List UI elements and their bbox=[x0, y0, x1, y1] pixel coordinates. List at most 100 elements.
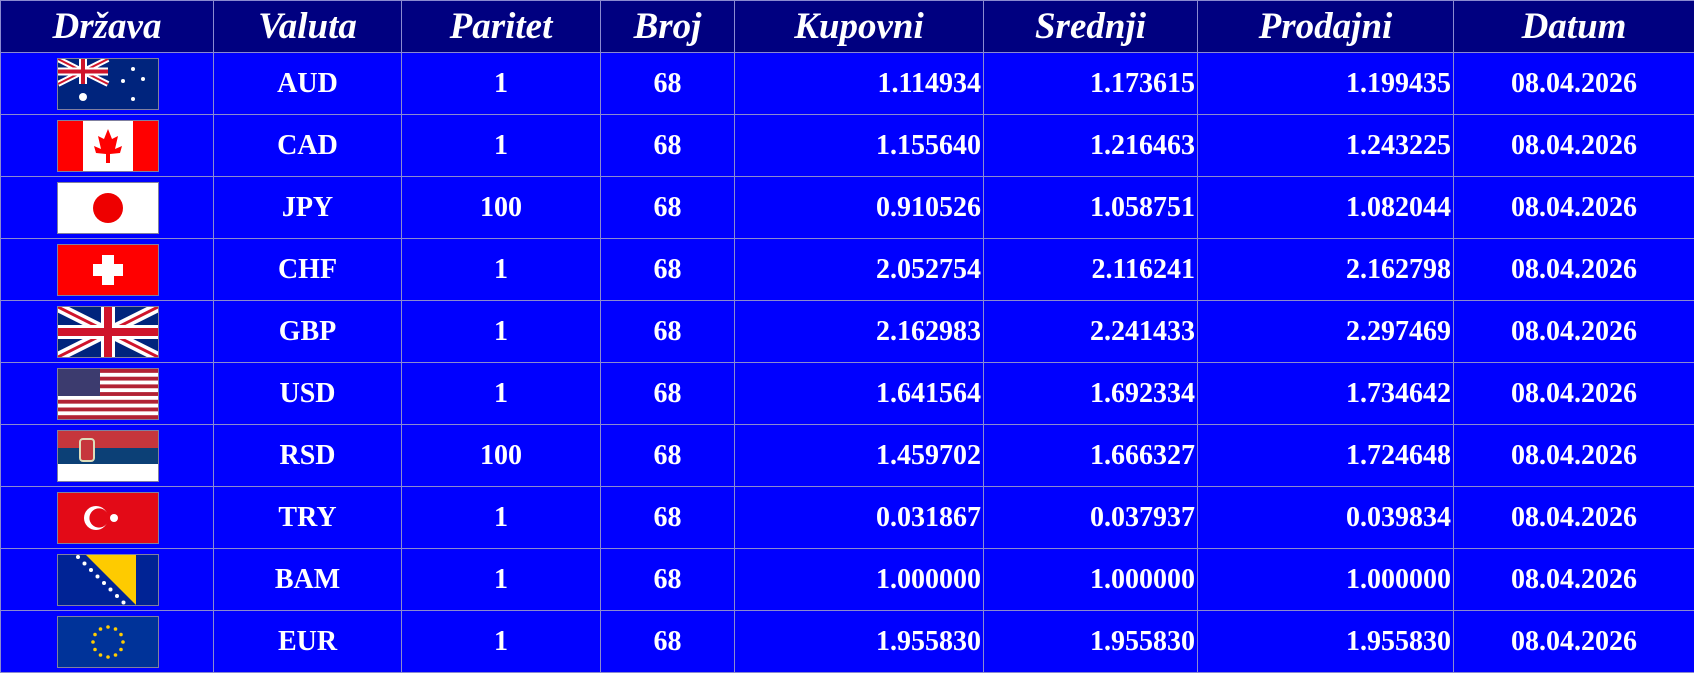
flag-cell bbox=[1, 177, 214, 239]
broj-cell: 68 bbox=[601, 115, 735, 177]
prodajni-cell: 0.039834 bbox=[1198, 487, 1454, 549]
switzerland-flag-icon bbox=[57, 244, 159, 296]
kupovni-cell: 0.910526 bbox=[735, 177, 984, 239]
kupovni-cell: 2.162983 bbox=[735, 301, 984, 363]
flag-cell bbox=[1, 53, 214, 115]
datum-cell: 08.04.2026 bbox=[1454, 53, 1694, 115]
paritet-cell: 1 bbox=[402, 239, 601, 301]
prodajni-cell: 1.082044 bbox=[1198, 177, 1454, 239]
column-header: Paritet bbox=[402, 1, 601, 53]
paritet-cell: 1 bbox=[402, 301, 601, 363]
paritet-cell: 1 bbox=[402, 487, 601, 549]
flag-cell bbox=[1, 611, 214, 673]
valuta-cell: JPY bbox=[214, 177, 402, 239]
column-header: Prodajni bbox=[1198, 1, 1454, 53]
valuta-cell: BAM bbox=[214, 549, 402, 611]
paritet-cell: 1 bbox=[402, 611, 601, 673]
australia-flag-icon bbox=[57, 58, 159, 110]
srednji-cell: 2.241433 bbox=[984, 301, 1198, 363]
prodajni-cell: 1.000000 bbox=[1198, 549, 1454, 611]
column-header: Broj bbox=[601, 1, 735, 53]
valuta-cell: GBP bbox=[214, 301, 402, 363]
srednji-cell: 1.058751 bbox=[984, 177, 1198, 239]
column-header: Država bbox=[1, 1, 214, 53]
broj-cell: 68 bbox=[601, 487, 735, 549]
kupovni-cell: 2.052754 bbox=[735, 239, 984, 301]
turkey-flag-icon bbox=[57, 492, 159, 544]
datum-cell: 08.04.2026 bbox=[1454, 549, 1694, 611]
column-header: Srednji bbox=[984, 1, 1198, 53]
broj-cell: 68 bbox=[601, 239, 735, 301]
broj-cell: 68 bbox=[601, 53, 735, 115]
datum-cell: 08.04.2026 bbox=[1454, 363, 1694, 425]
broj-cell: 68 bbox=[601, 363, 735, 425]
prodajni-cell: 1.199435 bbox=[1198, 53, 1454, 115]
kupovni-cell: 1.000000 bbox=[735, 549, 984, 611]
srednji-cell: 1.666327 bbox=[984, 425, 1198, 487]
valuta-cell: TRY bbox=[214, 487, 402, 549]
paritet-cell: 1 bbox=[402, 363, 601, 425]
valuta-cell: AUD bbox=[214, 53, 402, 115]
srednji-cell: 1.216463 bbox=[984, 115, 1198, 177]
flag-cell bbox=[1, 239, 214, 301]
column-header: Datum bbox=[1454, 1, 1694, 53]
datum-cell: 08.04.2026 bbox=[1454, 301, 1694, 363]
datum-cell: 08.04.2026 bbox=[1454, 239, 1694, 301]
flag-cell bbox=[1, 115, 214, 177]
datum-cell: 08.04.2026 bbox=[1454, 611, 1694, 673]
datum-cell: 08.04.2026 bbox=[1454, 487, 1694, 549]
paritet-cell: 100 bbox=[402, 177, 601, 239]
srednji-cell: 1.692334 bbox=[984, 363, 1198, 425]
srednji-cell: 1.955830 bbox=[984, 611, 1198, 673]
datum-cell: 08.04.2026 bbox=[1454, 425, 1694, 487]
valuta-cell: CAD bbox=[214, 115, 402, 177]
prodajni-cell: 2.162798 bbox=[1198, 239, 1454, 301]
kupovni-cell: 1.459702 bbox=[735, 425, 984, 487]
valuta-cell: RSD bbox=[214, 425, 402, 487]
bosnia-flag-icon bbox=[57, 554, 159, 606]
paritet-cell: 1 bbox=[402, 53, 601, 115]
datum-cell: 08.04.2026 bbox=[1454, 115, 1694, 177]
prodajni-cell: 1.955830 bbox=[1198, 611, 1454, 673]
uk-flag-icon bbox=[57, 306, 159, 358]
srednji-cell: 2.116241 bbox=[984, 239, 1198, 301]
canada-flag-icon bbox=[57, 120, 159, 172]
column-header: Valuta bbox=[214, 1, 402, 53]
valuta-cell: USD bbox=[214, 363, 402, 425]
paritet-cell: 100 bbox=[402, 425, 601, 487]
paritet-cell: 1 bbox=[402, 115, 601, 177]
kupovni-cell: 1.155640 bbox=[735, 115, 984, 177]
datum-cell: 08.04.2026 bbox=[1454, 177, 1694, 239]
prodajni-cell: 1.243225 bbox=[1198, 115, 1454, 177]
broj-cell: 68 bbox=[601, 301, 735, 363]
broj-cell: 68 bbox=[601, 177, 735, 239]
flag-cell bbox=[1, 549, 214, 611]
broj-cell: 68 bbox=[601, 425, 735, 487]
kupovni-cell: 1.955830 bbox=[735, 611, 984, 673]
kupovni-cell: 1.641564 bbox=[735, 363, 984, 425]
flag-cell bbox=[1, 301, 214, 363]
paritet-cell: 1 bbox=[402, 549, 601, 611]
broj-cell: 68 bbox=[601, 611, 735, 673]
kupovni-cell: 0.031867 bbox=[735, 487, 984, 549]
japan-flag-icon bbox=[57, 182, 159, 234]
prodajni-cell: 1.734642 bbox=[1198, 363, 1454, 425]
kupovni-cell: 1.114934 bbox=[735, 53, 984, 115]
flag-cell bbox=[1, 487, 214, 549]
flag-cell bbox=[1, 363, 214, 425]
broj-cell: 68 bbox=[601, 549, 735, 611]
valuta-cell: CHF bbox=[214, 239, 402, 301]
srednji-cell: 1.173615 bbox=[984, 53, 1198, 115]
prodajni-cell: 2.297469 bbox=[1198, 301, 1454, 363]
